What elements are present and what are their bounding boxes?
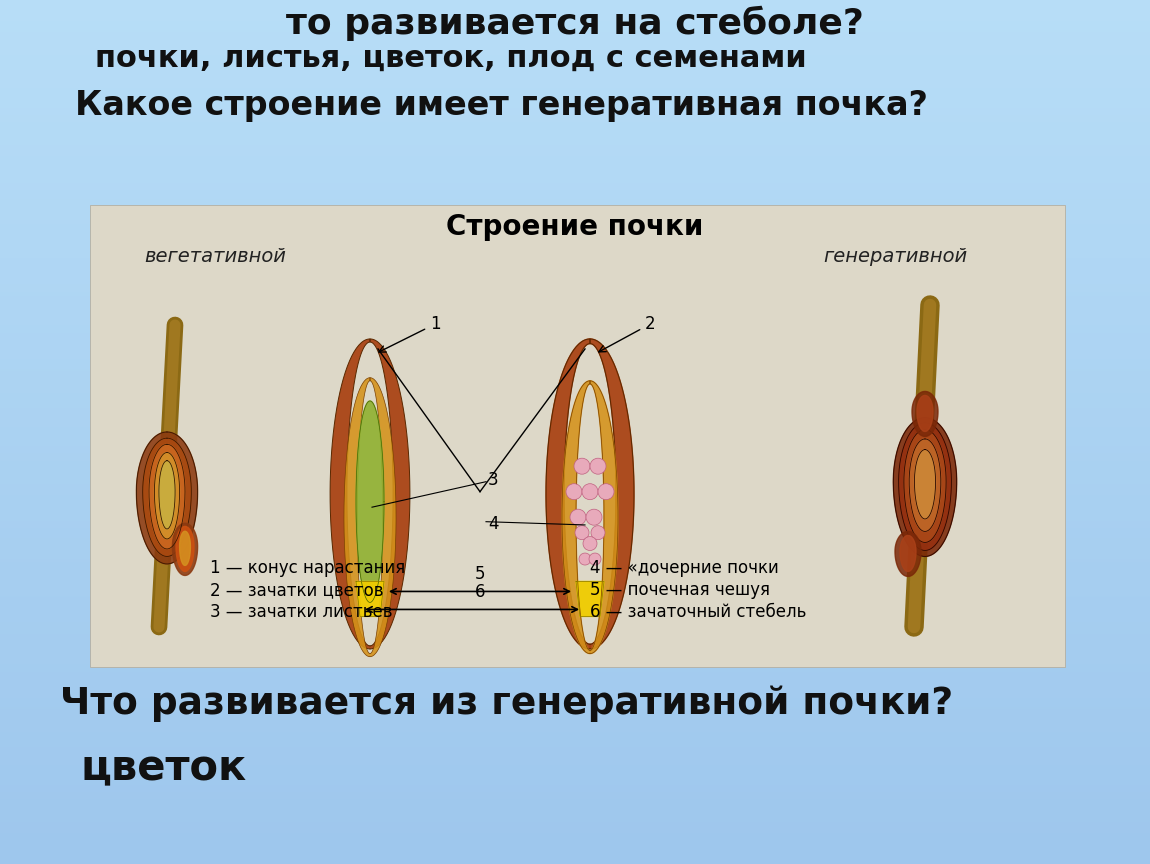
Text: 3 — зачатки листьев: 3 — зачатки листьев (210, 603, 392, 621)
Polygon shape (154, 453, 179, 539)
Circle shape (574, 458, 590, 474)
Circle shape (575, 525, 589, 540)
Polygon shape (179, 531, 191, 565)
Polygon shape (370, 378, 396, 657)
Text: 4: 4 (488, 515, 498, 533)
Circle shape (590, 458, 606, 474)
Circle shape (570, 509, 586, 525)
Text: генеративной: генеративной (823, 247, 967, 266)
Polygon shape (912, 391, 938, 436)
Circle shape (589, 553, 601, 565)
Polygon shape (159, 461, 175, 529)
Polygon shape (900, 536, 917, 571)
Polygon shape (910, 439, 941, 531)
Polygon shape (143, 438, 191, 556)
Polygon shape (917, 396, 933, 431)
Polygon shape (356, 401, 384, 602)
Circle shape (578, 553, 591, 565)
Polygon shape (546, 339, 590, 649)
Text: почки, листья, цветок, плод с семенами: почки, листья, цветок, плод с семенами (95, 44, 807, 73)
Text: 3: 3 (488, 471, 499, 489)
Text: то развивается на стеболе?: то развивается на стеболе? (286, 6, 864, 41)
Polygon shape (895, 531, 921, 576)
Circle shape (598, 484, 614, 499)
Polygon shape (330, 339, 370, 649)
Circle shape (582, 484, 598, 499)
Circle shape (583, 537, 597, 550)
Polygon shape (172, 524, 198, 575)
Text: 2: 2 (599, 315, 655, 352)
Polygon shape (150, 444, 185, 549)
Text: 5 — почечная чешуя: 5 — почечная чешуя (590, 581, 771, 599)
Circle shape (566, 484, 582, 499)
Polygon shape (576, 581, 604, 616)
Polygon shape (176, 526, 194, 571)
Polygon shape (894, 417, 957, 556)
Polygon shape (898, 422, 951, 550)
Text: 1 — конус нарастания: 1 — конус нарастания (210, 559, 405, 577)
Polygon shape (344, 378, 370, 657)
Text: 2 — зачатки цветов: 2 — зачатки цветов (210, 581, 383, 599)
Polygon shape (904, 429, 946, 543)
Polygon shape (370, 339, 409, 649)
Polygon shape (914, 449, 936, 519)
Polygon shape (137, 432, 198, 564)
Polygon shape (562, 381, 590, 653)
Text: 4 — «дочерние почки: 4 — «дочерние почки (590, 559, 779, 577)
Polygon shape (590, 381, 618, 653)
Polygon shape (356, 581, 384, 616)
Text: Строение почки: Строение почки (446, 213, 704, 241)
Text: 6: 6 (475, 583, 485, 601)
Text: Какое строение имеет генеративная почка?: Какое строение имеет генеративная почка? (75, 89, 928, 122)
Text: 1: 1 (378, 315, 440, 352)
Text: 5: 5 (475, 565, 485, 583)
Text: 6 — зачаточный стебель: 6 — зачаточный стебель (590, 603, 806, 621)
Circle shape (591, 525, 605, 540)
Polygon shape (590, 339, 634, 649)
FancyBboxPatch shape (90, 205, 1065, 667)
Text: вегетативной: вегетативной (144, 247, 286, 266)
Circle shape (586, 509, 601, 525)
Text: цветок: цветок (81, 747, 246, 789)
Text: Что развивается из генеративной почки?: Что развивается из генеративной почки? (60, 685, 953, 721)
